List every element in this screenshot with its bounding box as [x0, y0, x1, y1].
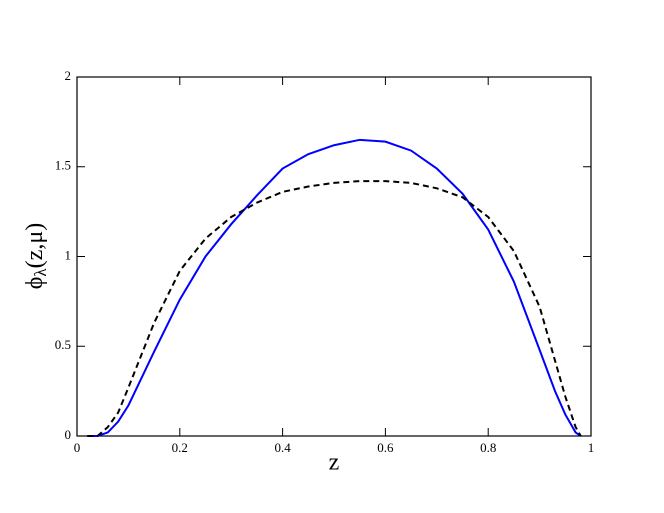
- x-tick-label: 0.8: [480, 440, 496, 455]
- x-axis-label: z: [329, 450, 340, 476]
- y-label-symbol: ϕ: [22, 277, 48, 290]
- x-tick-label: 0: [74, 440, 81, 455]
- x-tick-label: 0.4: [274, 440, 291, 455]
- y-label-args: (z,μ): [22, 223, 48, 269]
- plot-frame: [76, 76, 592, 437]
- x-tick-label: 0.2: [172, 440, 188, 455]
- y-tick-label: 1: [65, 247, 72, 262]
- y-tick-label: 0.5: [55, 337, 71, 352]
- y-tick-label: 2: [65, 68, 72, 83]
- x-tick-label: 0.6: [377, 440, 394, 455]
- y-tick-label: 1.5: [55, 158, 71, 173]
- y-tick-label: 0: [65, 427, 72, 442]
- series-line: [87, 138, 582, 437]
- x-tick-label: 1: [588, 440, 595, 455]
- y-label-subscript: λ: [31, 268, 50, 277]
- series-line: [87, 180, 582, 437]
- y-axis-label: ϕλ(z,μ): [22, 223, 50, 289]
